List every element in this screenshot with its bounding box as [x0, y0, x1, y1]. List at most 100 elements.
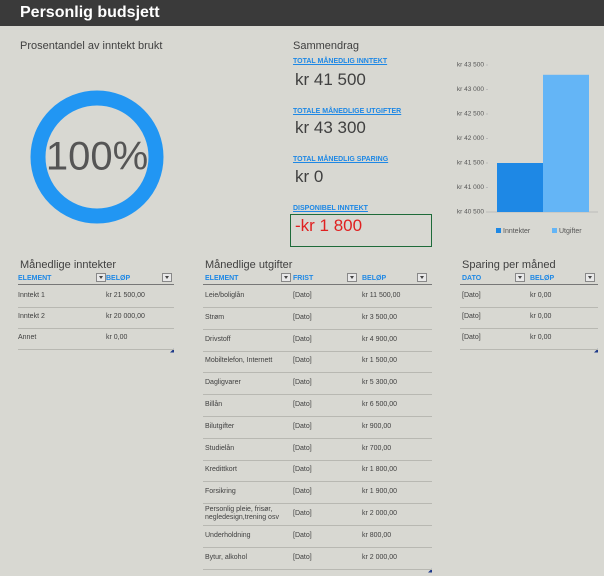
table-cell: kr 800,00 [362, 531, 392, 539]
resize-handle [428, 568, 432, 573]
row-line [203, 306, 432, 308]
summary-value: -kr 1 800 [295, 216, 363, 235]
table-title: Månedlige utgifter [205, 259, 293, 271]
row-line [18, 327, 174, 329]
legend-swatch [552, 228, 557, 233]
table-cell: kr 20 000,00 [106, 313, 145, 320]
bar [497, 163, 543, 212]
table-cell: Kredittkort [205, 466, 237, 474]
donut-label: 100% [46, 135, 148, 179]
row-line [203, 328, 432, 330]
header-bar [0, 0, 604, 26]
column-header: BELØP [530, 275, 555, 282]
table-cell: kr 21 500,00 [106, 292, 145, 299]
row-line [203, 481, 432, 483]
table-cell: [Dato] [293, 422, 312, 430]
table-cell: Dagligvarer [205, 379, 241, 387]
table-cell: [Dato] [293, 466, 312, 474]
column-header: ELEMENT [205, 275, 239, 282]
table-title: Månedlige inntekter [20, 259, 117, 271]
column-header: FRIST [293, 275, 314, 282]
resize-handle [594, 348, 598, 353]
table-cell: kr 2 000,00 [362, 553, 398, 561]
table-cell: Bytur, alkohol [205, 553, 248, 561]
page-title: Personlig budsjett [20, 4, 160, 21]
filter-button[interactable] [281, 273, 291, 282]
table-cell: Personlig pleie, frisør, negledesign,tre… [205, 506, 279, 521]
filter-button[interactable] [417, 273, 427, 282]
table-cell: Strøm [205, 313, 225, 321]
table-cell: kr 900,00 [362, 422, 392, 430]
table-cell: Forsikring [205, 488, 236, 496]
table-cell: kr 3 500,00 [362, 313, 398, 321]
filter-button[interactable] [585, 273, 595, 282]
table-cell: kr 5 300,00 [362, 379, 398, 387]
table-cell: [Dato] [462, 334, 481, 341]
row-line [203, 546, 432, 548]
filter-button[interactable] [515, 273, 525, 282]
y-tick-label: kr 41 000 [457, 184, 484, 191]
summary-value: kr 0 [295, 167, 324, 186]
y-tick-label: kr 43 500 [457, 62, 484, 69]
y-tick-label: kr 43 000 [457, 86, 484, 93]
column-header: ELEMENT [18, 275, 52, 282]
header-line [460, 284, 598, 285]
filter-button[interactable] [162, 273, 172, 282]
selected-cell[interactable] [290, 214, 432, 247]
row-line [203, 350, 432, 352]
table-cell: Billån [205, 401, 223, 408]
table-cell: [Dato] [293, 357, 312, 365]
row-line [203, 503, 432, 505]
table-cell: kr 0,00 [530, 334, 552, 341]
column-header: BELØP [362, 275, 387, 282]
legend-label: Inntekter [503, 228, 531, 235]
summary-value: kr 41 500 [295, 70, 366, 89]
donut-segment [30, 90, 164, 224]
table-cell: Annet [18, 334, 37, 341]
header-line [18, 284, 174, 285]
filter-button[interactable] [347, 273, 357, 282]
row-line [460, 348, 598, 350]
table-cell: kr 2 000,00 [362, 510, 398, 517]
table-cell: [Dato] [462, 313, 481, 320]
table-cell: Bilutgifter [205, 422, 235, 430]
row-line [203, 524, 432, 526]
table-cell: [Dato] [293, 292, 312, 299]
column-header: BELØP [106, 275, 131, 282]
summary-label: TOTAL MÅNEDLIG SPARING [293, 156, 389, 163]
table-cell: Underholdning [205, 531, 251, 539]
summary-title: Sammendrag [293, 40, 360, 52]
summary-label: TOTAL MÅNEDLIG INNTEKT [293, 58, 388, 65]
table-title: Sparing per måned [462, 259, 556, 271]
table-cell: kr 1 500,00 [362, 357, 398, 365]
table-cell: [Dato] [293, 313, 312, 321]
row-line [460, 327, 598, 329]
filter-button[interactable] [96, 273, 106, 282]
table-cell: kr 700,00 [362, 444, 392, 452]
row-line [203, 394, 432, 396]
table-cell: Studielån [205, 444, 235, 452]
row-line [18, 348, 174, 350]
table-cell: [Dato] [293, 444, 312, 452]
table-cell: Mobiltelefon, Internett [205, 357, 273, 365]
row-line [203, 459, 432, 461]
row-line [203, 415, 432, 417]
table-cell: kr 1 900,00 [362, 488, 398, 496]
row-line [460, 306, 598, 308]
column-header: DATO [462, 275, 482, 282]
table-cell: [Dato] [293, 401, 312, 408]
table-cell: kr 6 500,00 [362, 401, 398, 408]
summary-label: TOTALE MÅNEDLIGE UTGIFTER [293, 108, 402, 115]
donut-title: Prosentandel av inntekt brukt [20, 40, 163, 52]
summary-label: DISPONIBEL INNTEKT [293, 205, 368, 212]
row-line [203, 437, 432, 439]
row-line [203, 372, 432, 374]
table-cell: kr 0,00 [530, 313, 552, 320]
resize-handle [170, 348, 174, 353]
table-cell: [Dato] [293, 335, 312, 343]
summary-value: kr 43 300 [295, 118, 366, 137]
table-cell: [Dato] [293, 553, 312, 561]
table-cell: [Dato] [293, 510, 312, 517]
